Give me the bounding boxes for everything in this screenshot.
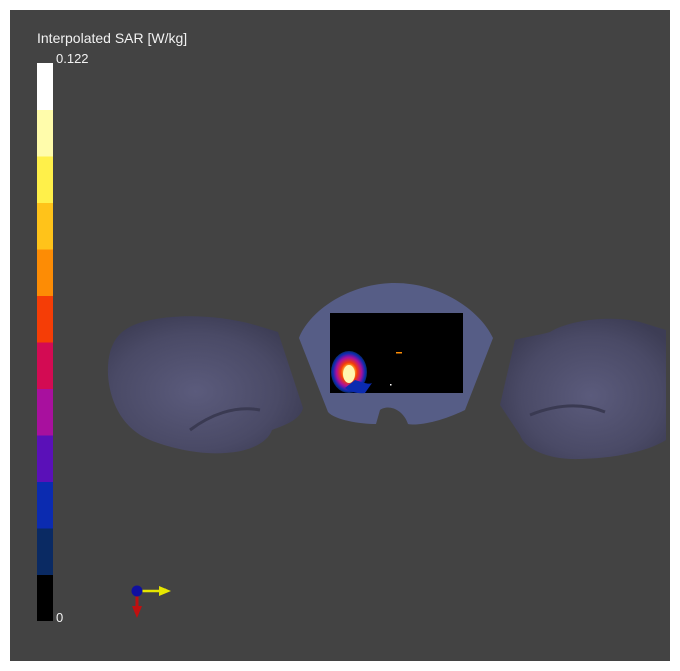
- left-body-fold: [189, 407, 261, 432]
- colorbar-segment: [37, 528, 53, 575]
- colorbar-segment: [37, 435, 53, 482]
- sar-mark-dot: [390, 384, 392, 386]
- sar-mark-small: [396, 352, 402, 354]
- colorbar-segment: [37, 481, 53, 529]
- colorbar: [37, 63, 53, 621]
- colorbar-segment: [37, 388, 53, 436]
- 3d-viewport[interactable]: Interpolated SAR [W/kg] 0.122 0: [10, 10, 670, 661]
- colorbar-segment: [37, 574, 53, 621]
- right-body-section[interactable]: [500, 318, 666, 460]
- colorbar-segment: [37, 342, 53, 389]
- colorbar-min-label: 0: [56, 610, 64, 625]
- sar-hotspot-tail: [345, 380, 372, 394]
- colorbar-segment: [37, 63, 53, 110]
- colorbar-segment: [37, 156, 53, 203]
- colorbar-segment: [37, 295, 53, 343]
- left-body-section[interactable]: [107, 316, 303, 454]
- colorbar-segment: [37, 109, 53, 157]
- sar-hotspot-core: [343, 365, 355, 383]
- colorbar-title: Interpolated SAR [W/kg]: [37, 30, 188, 46]
- right-body-fold: [529, 404, 606, 417]
- orientation-axes[interactable]: [125, 580, 185, 630]
- model-scene[interactable]: [10, 10, 670, 661]
- colorbar-segment: [37, 249, 53, 296]
- colorbar-max-label: 0.122: [56, 51, 89, 66]
- colorbar-segment: [37, 202, 53, 250]
